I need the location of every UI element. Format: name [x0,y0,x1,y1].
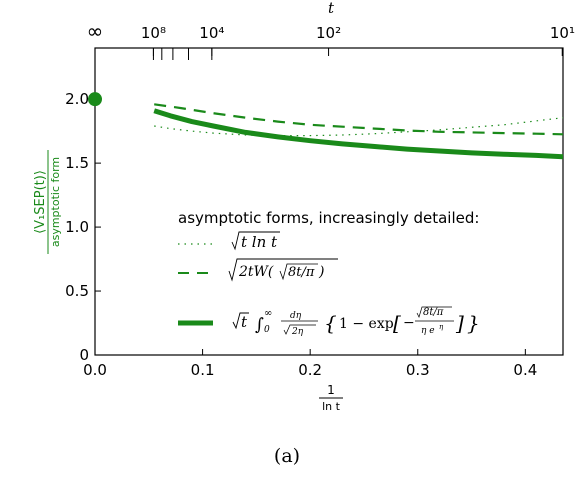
series-line-solid [153,108,564,160]
svg-text:1 − exp: 1 − exp [339,316,394,332]
legend: asymptotic forms, increasingly detailed:… [178,209,480,337]
svg-text:∞: ∞ [264,308,272,319]
data-point [88,92,102,107]
plot-border [94,47,564,356]
svg-text:8t/π: 8t/π [288,265,315,280]
y-tick-label: 1.0 [65,218,89,236]
svg-text:0: 0 [264,325,270,335]
svg-text:8t/π: 8t/π [423,307,444,318]
y-tick-label: 0 [79,346,89,364]
top-tick-label: 10¹ [550,24,575,42]
svg-text:}: } [467,311,480,335]
svg-text:): ) [318,264,324,280]
y-axis-label-denominator: asymptotic form [49,157,62,247]
data-point-marker [88,92,102,107]
svg-text:{: { [324,311,337,335]
x-tick-label: 0.0 [83,361,107,379]
y-axis-label: ⟨V₁SEP(t)⟩ asymptotic form [33,150,62,254]
legend-formula-3: t ∫ 0 ∞ dη 2η { 1 − exp [ − 8t/π η e η ]… [232,306,480,337]
x-axis-label-denominator: ln t [322,400,341,413]
legend-title: asymptotic forms, increasingly detailed: [178,209,479,227]
x-tick-label: 0.3 [406,361,430,379]
x-tick-label: 0.4 [513,361,537,379]
data-series [153,103,564,160]
caption: (a) [274,445,300,467]
y-tick-label: 2.0 [65,90,89,108]
x-tick-label: 0.1 [191,361,215,379]
svg-text:η: η [439,323,444,331]
x-axis-label-numerator: 1 [327,383,335,397]
series-line-dashed [154,103,564,136]
y-tick-label: 0.5 [65,282,89,300]
top-axis-label: t [328,0,335,17]
svg-text:dη: dη [290,311,302,321]
top-tick-label: ∞ [87,19,104,43]
svg-text:]: ] [455,311,464,335]
top-tick-label: 10² [316,24,341,42]
svg-text:∫: ∫ [255,315,264,335]
y-axis-label-numerator: ⟨V₁SEP(t)⟩ [33,170,48,234]
x-axis-label: 1 ln t [319,383,343,413]
legend-formula-1: t ln t [231,231,280,251]
svg-text:2tW(: 2tW( [238,264,274,280]
svg-text:t: t [241,313,248,331]
plot-frame [94,47,564,356]
series-line-dotted [154,117,564,137]
svg-text:2η: 2η [291,327,304,337]
svg-text:[: [ [393,311,401,335]
svg-text:−: − [403,315,415,331]
axis-ticks: 0.0 0.1 0.2 0.3 0.4 0 0.5 1.0 1.5 2.0 ∞ 10⁸ 10⁴ 10² 10… [65,19,575,379]
svg-text:η e: η e [421,326,435,336]
top-tick-label: 10⁴ [199,24,224,42]
y-tick-label: 1.5 [65,154,89,172]
x-tick-label: 0.2 [298,361,322,379]
legend-formula-2: 2tW( 8t/π ) [228,258,338,282]
svg-text:t ln t: t ln t [241,233,278,251]
top-tick-label: 10⁸ [141,24,166,42]
